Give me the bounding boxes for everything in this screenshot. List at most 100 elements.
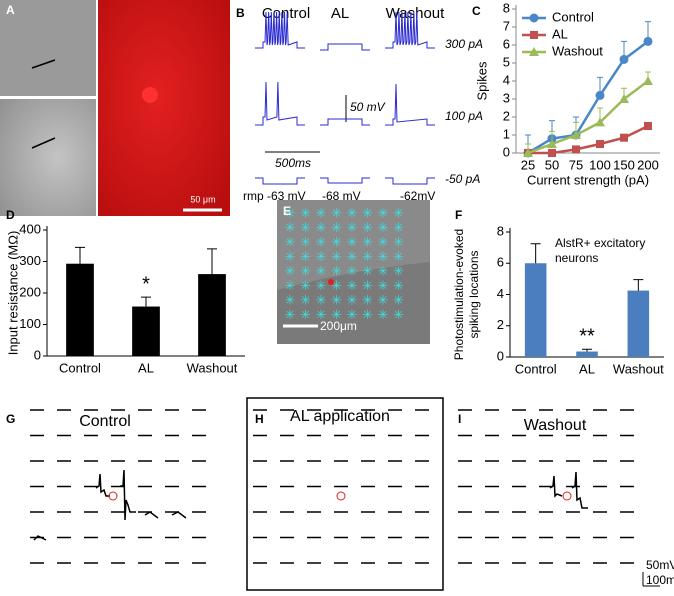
star: ✳ [347, 292, 358, 307]
star: ✳ [378, 292, 389, 307]
star: ✳ [285, 249, 296, 264]
star: ✳ [331, 234, 342, 249]
star: ✳ [378, 249, 389, 264]
error-bar [141, 296, 151, 307]
star: ✳ [316, 307, 327, 322]
star: ✳ [393, 278, 404, 293]
x-tick-label: AL [138, 360, 154, 375]
panel-label: A [6, 3, 15, 17]
star: ✳ [316, 220, 327, 235]
star: ✳ [331, 263, 342, 278]
marker [572, 145, 580, 154]
current: 100 pA [445, 109, 483, 123]
soma-marker [108, 491, 118, 501]
traces [255, 11, 435, 185]
error-bar [582, 348, 592, 352]
y-tick-label: 1 [503, 126, 510, 141]
star: ✳ [285, 263, 296, 278]
star: ✳ [378, 278, 389, 293]
panel-label: I [458, 412, 461, 426]
star: ✳ [300, 249, 311, 264]
star: ✳ [362, 205, 373, 220]
y-tick-label: 3 [503, 90, 510, 105]
trace [255, 81, 305, 126]
star: ✳ [362, 307, 373, 322]
rmp: -68 mV [322, 189, 361, 203]
y-axis-label: Spikes [474, 61, 489, 101]
star: ✳ [393, 307, 404, 322]
panel-label: B [236, 6, 245, 20]
star: ✳ [316, 249, 327, 264]
y-tick-label: 400 [19, 221, 41, 236]
panel-label: C [472, 4, 481, 18]
annotation: ** [579, 325, 595, 347]
panel-label: G [6, 412, 15, 426]
panel-label: D [6, 208, 15, 222]
marker [548, 149, 556, 157]
map-title: AL application [290, 408, 390, 425]
star: ✳ [362, 234, 373, 249]
marker [596, 140, 604, 148]
star: ✳ [393, 234, 404, 249]
marker [643, 36, 653, 46]
marker [619, 54, 629, 64]
rmp: rmp -63 mV [243, 189, 306, 203]
error-bar [633, 279, 644, 291]
scale-label: 50 μm [190, 194, 215, 204]
soma-marker [336, 491, 346, 501]
star: ✳ [378, 220, 389, 235]
arrow [31, 59, 56, 69]
marker [595, 90, 605, 100]
star: ✳ [300, 205, 311, 220]
bar [576, 351, 598, 357]
star: ✳ [393, 263, 404, 278]
star: ✳ [362, 292, 373, 307]
trace [385, 83, 435, 126]
dash-grid [30, 409, 634, 564]
star: ✳ [347, 220, 358, 235]
legend-label: Washout [552, 43, 603, 58]
star: ✳ [378, 205, 389, 220]
trace [320, 118, 370, 126]
star: ✳ [378, 234, 389, 249]
star: ✳ [300, 278, 311, 293]
panel-label: F [455, 208, 462, 222]
slice-shade [277, 262, 430, 344]
error-bar [530, 243, 541, 264]
scale-label: 200μm [320, 319, 357, 333]
bar [66, 263, 94, 356]
y-tick-label: 4 [503, 72, 510, 87]
marker [643, 76, 653, 85]
scale-label: 50mV [646, 558, 674, 572]
star: ✳ [347, 249, 358, 264]
star: ✳ [285, 307, 296, 322]
trace [320, 43, 370, 51]
x-axis-label: Current strength (pA) [527, 172, 649, 187]
star: ✳ [378, 263, 389, 278]
y-tick-label: 8 [503, 0, 510, 15]
cell [142, 87, 158, 103]
y-axis-label: Photostimulation-evoked [452, 229, 466, 360]
marker [530, 31, 538, 39]
star: ✳ [331, 278, 342, 293]
y-axis-label: Input resistance (MΩ) [5, 231, 20, 356]
y-tick-label: 0 [497, 348, 504, 363]
marker [644, 122, 652, 130]
y-tick-label: 6 [497, 255, 504, 270]
star: ✳ [300, 234, 311, 249]
current: 300 pA [445, 37, 483, 51]
x-tick-label: 75 [569, 157, 583, 172]
x-tick-label: Washout [187, 360, 238, 375]
condition: AL [331, 5, 349, 22]
x-tick-label: Control [515, 361, 557, 376]
x-tick-label: 200 [637, 157, 659, 172]
star: ✳ [316, 292, 327, 307]
note: neurons [555, 251, 598, 265]
series-line [527, 80, 649, 155]
star: ✳ [393, 249, 404, 264]
y-tick-label: 6 [503, 36, 510, 51]
soma-marker [562, 491, 572, 501]
bar [627, 290, 650, 357]
marker [547, 139, 557, 148]
star: ✳ [331, 220, 342, 235]
